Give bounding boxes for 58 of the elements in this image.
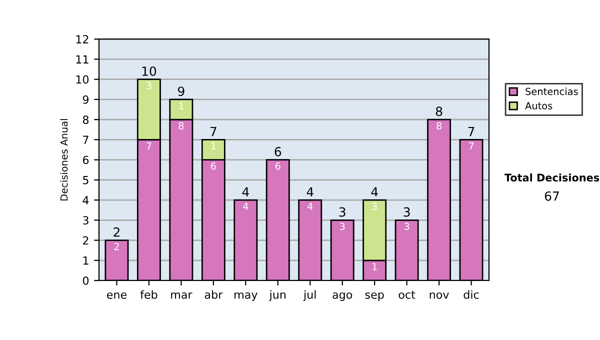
legend-label: Autos xyxy=(525,102,552,110)
data-label: 1 xyxy=(372,263,377,270)
x-tick-label: mar xyxy=(171,292,192,299)
x-tick-label: nov xyxy=(430,292,449,299)
y-tick-label: 6 xyxy=(82,156,89,164)
data-label: 6 xyxy=(275,162,280,170)
x-tick-label: abr xyxy=(204,290,223,299)
y-tick-label: 0 xyxy=(82,276,89,285)
y-tick-label: 10 xyxy=(76,75,89,84)
x-tick-label: jul xyxy=(303,290,316,301)
total-label: 3 xyxy=(339,207,346,217)
x-tick-label: oct xyxy=(398,290,416,299)
y-tick-label: 4 xyxy=(82,196,89,204)
x-tick-label: jun xyxy=(269,290,286,301)
legend-label: Sentencias xyxy=(526,88,578,96)
y-tick-label: 5 xyxy=(83,176,88,184)
y-tick-label: 7 xyxy=(83,136,88,144)
total-label: 7 xyxy=(210,126,216,136)
data-label: 3 xyxy=(146,82,152,90)
y-tick-label: 2 xyxy=(83,236,88,244)
x-tick-label: dic xyxy=(464,290,479,299)
y-tick-label: 3 xyxy=(83,216,88,225)
x-tick-label: sep xyxy=(365,292,384,301)
text: 67 xyxy=(544,191,559,201)
y-tick-label: 9 xyxy=(82,95,88,104)
total-label: 2 xyxy=(114,227,120,237)
y-tick-label: 12 xyxy=(76,35,88,44)
data-label: 4 xyxy=(308,202,313,210)
total-label: 6 xyxy=(274,146,282,156)
total-label: 3 xyxy=(404,207,410,217)
data-label: 8 xyxy=(436,122,442,130)
data-label: 3 xyxy=(404,222,410,230)
data-label: 4 xyxy=(243,202,248,210)
total-label: 7 xyxy=(468,126,474,136)
data-label: 3 xyxy=(372,202,377,210)
data-label: 7 xyxy=(468,142,474,150)
data-label: 7 xyxy=(146,142,152,150)
total-label: 4 xyxy=(242,187,249,196)
y-axis-title: Decisiones Anual xyxy=(60,119,68,200)
x-tick-label: ene xyxy=(106,292,126,299)
y-tick-label: 1 xyxy=(83,256,88,265)
text: Total Decisiones xyxy=(504,173,600,182)
x-tick-label: may xyxy=(234,292,258,301)
total-label: 8 xyxy=(436,106,442,116)
data-label: 8 xyxy=(178,122,184,130)
data-label: 6 xyxy=(211,162,216,170)
data-label: 1 xyxy=(179,102,184,110)
data-label: 3 xyxy=(340,222,345,230)
y-tick-label: 11 xyxy=(76,55,88,64)
x-tick-label: ago xyxy=(332,292,352,301)
data-label: 1 xyxy=(211,142,216,150)
data-label: 2 xyxy=(114,242,119,250)
total-label: 4 xyxy=(306,187,314,196)
y-tick-label: 8 xyxy=(82,116,89,124)
total-label: 10 xyxy=(142,66,156,76)
total-label: 9 xyxy=(178,86,184,96)
x-tick-label: feb xyxy=(140,290,158,299)
total-label: 4 xyxy=(371,187,378,196)
